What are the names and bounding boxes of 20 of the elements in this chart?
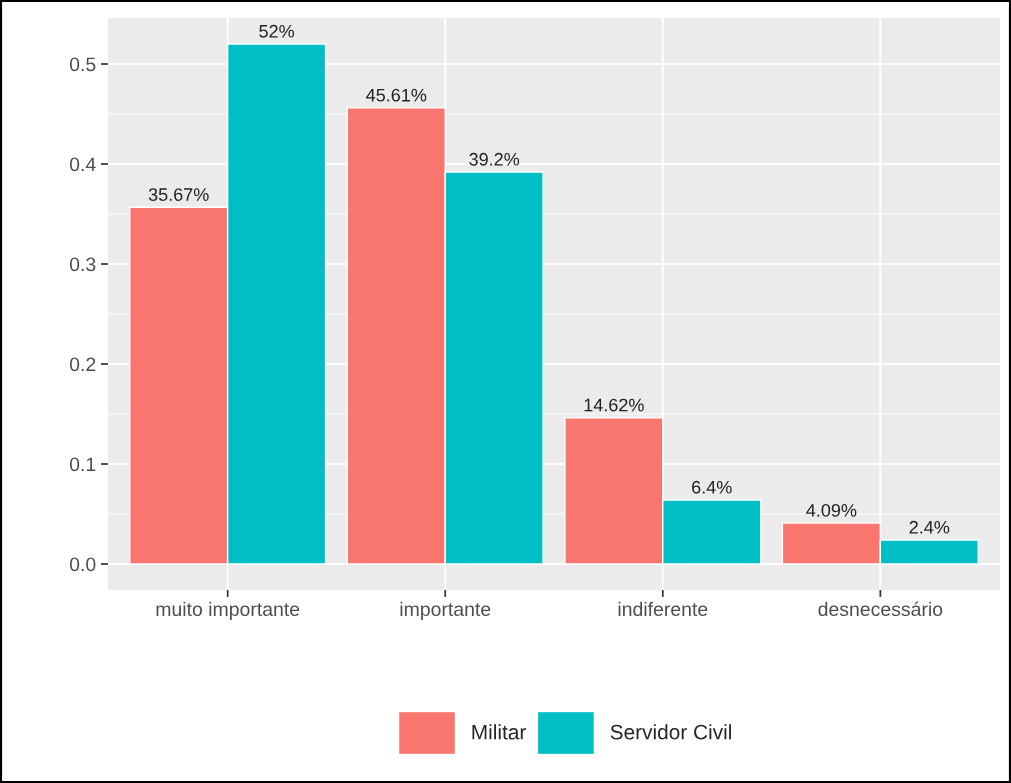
- x-tick-label: desnecessário: [818, 601, 943, 617]
- x-tick-label: muito importante: [156, 601, 300, 620]
- y-tick-label: 0.3: [69, 257, 96, 272]
- data-label: 45.61%: [366, 88, 427, 102]
- data-label: 4.09%: [806, 503, 857, 517]
- data-label: 2.4%: [909, 520, 950, 534]
- data-label: 52%: [259, 24, 295, 38]
- legend-label: Servidor Civil: [610, 724, 731, 740]
- y-tick-label: 0.1: [69, 457, 96, 472]
- data-label: 6.4%: [692, 480, 732, 494]
- x-tick-label: importante: [400, 601, 491, 620]
- y-tick-label: 0.0: [69, 557, 96, 572]
- data-label: 14.62%: [584, 398, 644, 412]
- y-tick-label: 0.4: [69, 157, 96, 172]
- x-tick-label: indiferente: [618, 601, 708, 617]
- y-tick-label: 0.2: [69, 357, 96, 372]
- data-label: 39.2%: [469, 152, 520, 166]
- legend-label: Militar: [472, 724, 526, 740]
- data-label: 35.67%: [148, 188, 209, 201]
- y-tick-label: 0.5: [69, 57, 96, 72]
